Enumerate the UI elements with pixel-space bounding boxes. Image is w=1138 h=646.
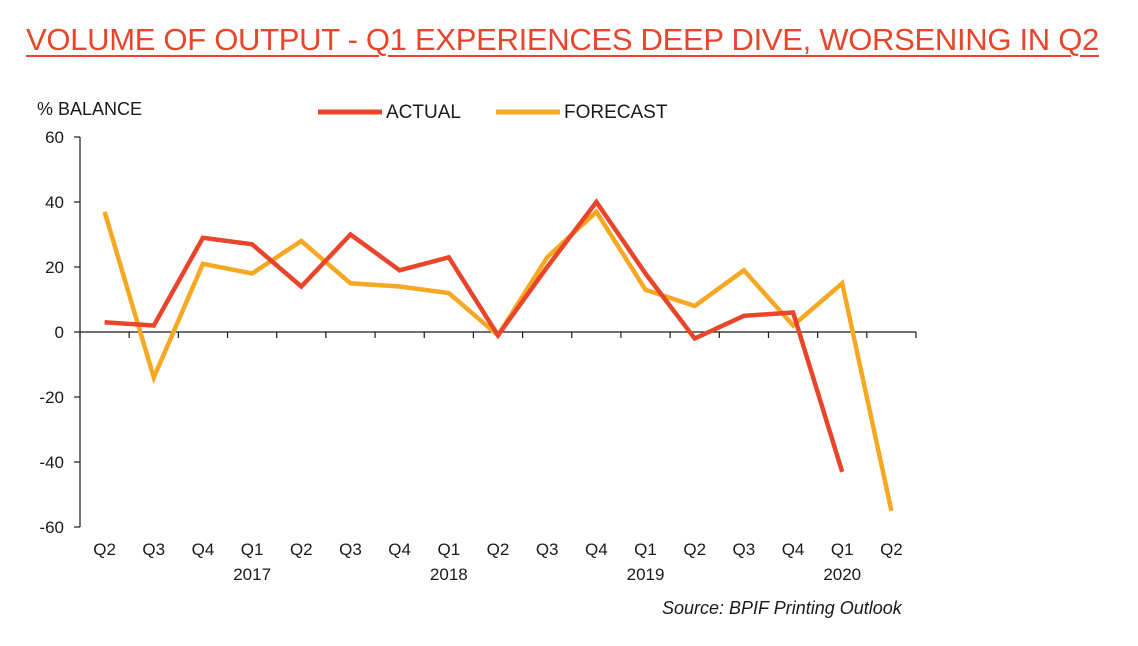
x-tick-label: Q3 xyxy=(142,540,165,559)
x-tick-label: Q2 xyxy=(487,540,510,559)
legend-label-forecast: FORECAST xyxy=(564,102,668,123)
x-tick-label: Q4 xyxy=(585,540,608,559)
source-note: Source: BPIF Printing Outlook xyxy=(662,598,902,618)
y-tick-label: -60 xyxy=(39,518,64,537)
series-line-forecast xyxy=(102,208,894,512)
x-tick-label: Q2 xyxy=(93,540,116,559)
x-tick-label: Q2 xyxy=(290,540,313,559)
x-tick-label: Q3 xyxy=(733,540,756,559)
x-tick-label: Q1 xyxy=(241,540,264,559)
y-tick-label: 0 xyxy=(55,323,64,342)
y-tick-label: 20 xyxy=(45,258,64,277)
x-tick-label: Q3 xyxy=(339,540,362,559)
series-lines xyxy=(102,198,894,512)
x-tick-label: Q1 xyxy=(831,540,854,559)
x-tick-label: Q1 xyxy=(437,540,460,559)
legend: ACTUAL FORECAST xyxy=(318,102,668,123)
x-year-label: 2018 xyxy=(430,565,468,584)
y-tick-label: -40 xyxy=(39,453,64,472)
series-line-actual xyxy=(104,198,845,473)
x-tick-label: Q4 xyxy=(782,540,805,559)
x-year-label: 2017 xyxy=(233,565,271,584)
y-axis-label: % BALANCE xyxy=(37,99,142,119)
x-tick-label: Q1 xyxy=(634,540,657,559)
x-tick-label: Q4 xyxy=(388,540,411,559)
x-tick-label: Q3 xyxy=(536,540,559,559)
y-tick-label: 60 xyxy=(45,128,64,147)
legend-label-actual: ACTUAL xyxy=(386,102,461,123)
y-tick-label: -20 xyxy=(39,388,64,407)
y-tick-label: 40 xyxy=(45,193,64,212)
x-year-label: 2020 xyxy=(823,565,861,584)
x-tick-label: Q2 xyxy=(880,540,903,559)
x-tick-labels: Q2 Q3 Q4 Q1 Q2 Q3 Q4 Q1 Q2 Q3 Q4 Q1 Q2 Q3 Q4 Q1 Q2 2017 20… xyxy=(93,540,903,584)
x-tick-label: Q2 xyxy=(683,540,706,559)
axes: 60 40 20 0 -20 -40 -60 xyxy=(39,128,917,537)
x-year-label: 2019 xyxy=(627,565,665,584)
chart-title: VOLUME OF OUTPUT - Q1 EXPERIENCES DEEP D… xyxy=(26,22,1099,57)
x-tick-label: Q4 xyxy=(192,540,215,559)
